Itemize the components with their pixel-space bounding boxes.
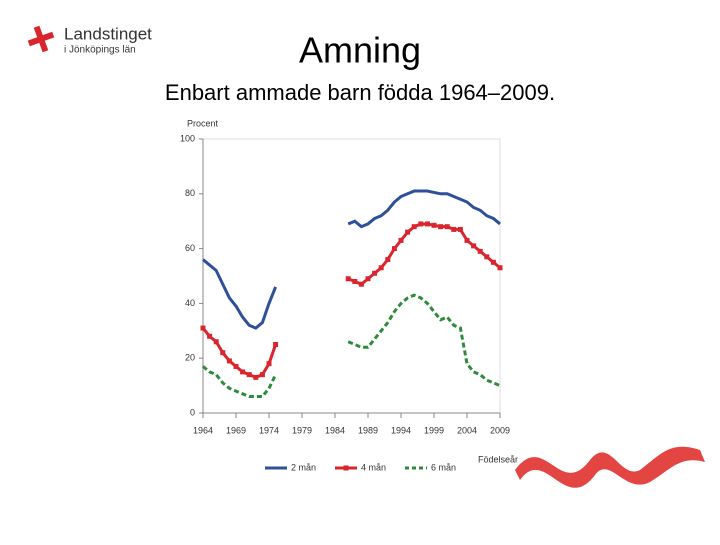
- slide-subtitle: Enbart ammade barn födda 1964–2009.: [165, 80, 555, 105]
- y-tick-label: 80: [185, 188, 195, 198]
- plot-frame: [202, 138, 501, 414]
- y-tick-label: 60: [185, 243, 195, 253]
- marker: [477, 248, 483, 254]
- marker: [497, 265, 503, 271]
- x-tick-label: 1989: [358, 425, 378, 435]
- x-axis-label: Födelseår: [478, 454, 518, 464]
- series-line: [202, 189, 501, 330]
- marker: [226, 358, 232, 364]
- x-tick-label: 1979: [292, 425, 312, 435]
- logo-name: Landstinget: [64, 24, 152, 43]
- y-axis-label: Procent: [187, 118, 219, 128]
- marker: [378, 265, 384, 271]
- marker: [372, 270, 378, 276]
- logo-icon: [27, 25, 55, 53]
- marker: [213, 339, 219, 345]
- marker: [457, 226, 463, 232]
- series-line: [202, 293, 501, 399]
- x-tick-label: 1969: [226, 425, 246, 435]
- legend-label: 6 mån: [431, 462, 456, 472]
- x-tick-label: 1964: [193, 425, 213, 435]
- marker: [411, 224, 417, 230]
- marker: [220, 350, 226, 356]
- marker: [451, 226, 457, 232]
- legend-marker: [343, 465, 349, 471]
- y-tick-label: 0: [190, 407, 195, 417]
- y-tick-label: 100: [180, 133, 195, 143]
- marker: [405, 229, 411, 235]
- marker: [233, 363, 239, 369]
- y-tick-label: 20: [185, 353, 195, 363]
- x-tick-label: 1974: [259, 425, 279, 435]
- decorative-ribbon: [515, 446, 705, 488]
- marker: [246, 372, 252, 378]
- marker: [471, 243, 477, 249]
- marker: [398, 237, 404, 243]
- x-tick-label: 1994: [391, 425, 411, 435]
- slide-title: Amning: [299, 30, 421, 71]
- y-tick-label: 40: [185, 298, 195, 308]
- marker: [385, 257, 391, 263]
- marker: [438, 224, 444, 230]
- x-tick-label: 2004: [457, 425, 477, 435]
- marker: [240, 369, 246, 375]
- x-tick-label: 2009: [490, 425, 510, 435]
- marker: [424, 221, 430, 227]
- marker: [365, 276, 371, 282]
- marker: [253, 374, 259, 380]
- marker: [418, 221, 424, 227]
- logo-subtitle: i Jönköpings län: [64, 45, 136, 56]
- marker: [200, 325, 206, 331]
- marker: [352, 278, 358, 284]
- marker: [345, 276, 351, 282]
- marker: [266, 361, 272, 367]
- marker: [444, 224, 450, 230]
- marker: [431, 222, 437, 228]
- marker: [273, 342, 279, 347]
- series-line: [201, 222, 501, 380]
- marker: [391, 246, 397, 252]
- marker: [484, 254, 490, 260]
- marker: [490, 259, 496, 265]
- legend-label: 4 mån: [361, 462, 386, 472]
- marker: [358, 281, 364, 287]
- legend-label: 2 mån: [291, 462, 316, 472]
- x-tick-label: 1999: [424, 425, 444, 435]
- marker: [207, 333, 213, 339]
- x-tick-label: 1984: [325, 425, 345, 435]
- marker: [464, 237, 470, 243]
- marker: [259, 372, 265, 378]
